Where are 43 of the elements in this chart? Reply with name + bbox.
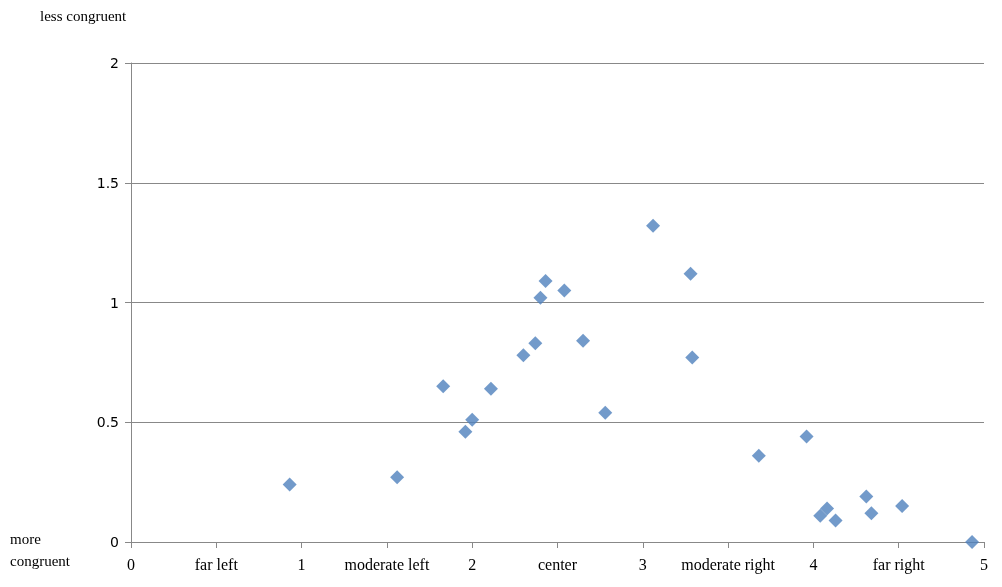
- text: less congruent: [40, 7, 128, 24]
- point: [458, 424, 473, 439]
- y-tick-label: 1.5: [96, 174, 119, 191]
- point: [685, 350, 700, 365]
- point: [483, 381, 498, 396]
- point: [799, 429, 814, 444]
- y-tick-label: 0: [110, 534, 119, 550]
- point: [282, 477, 297, 492]
- point: [598, 405, 613, 420]
- x-tick-label: far right: [872, 555, 926, 574]
- y-tick-label: 2: [110, 55, 119, 71]
- x-tick-label: 5: [980, 555, 988, 573]
- point: [646, 218, 661, 233]
- point: [965, 535, 980, 549]
- point: [390, 470, 405, 485]
- point: [516, 348, 531, 363]
- point: [557, 283, 572, 298]
- text: more congruent: [10, 531, 71, 569]
- x-tick-label: 2: [468, 555, 477, 573]
- x-tick-label: center: [537, 555, 578, 573]
- x-tick-label: far left: [194, 555, 239, 573]
- x-tick-label: 4: [809, 555, 818, 573]
- x-tick-label: moderate left: [344, 555, 430, 573]
- point: [864, 506, 879, 521]
- point: [465, 412, 480, 427]
- point: [533, 290, 548, 305]
- point: [538, 273, 553, 288]
- point: [820, 501, 835, 516]
- point: [751, 448, 766, 463]
- x-tick-label: 0: [127, 555, 135, 573]
- point: [528, 336, 543, 351]
- x-tick-label: 3: [638, 555, 647, 573]
- y-tick-label: 1: [110, 294, 119, 311]
- point: [859, 489, 874, 504]
- point: [683, 266, 698, 281]
- x-tick-label: moderate right: [681, 555, 776, 574]
- point: [436, 379, 451, 394]
- point: [828, 513, 843, 528]
- point: [813, 508, 828, 523]
- point: [895, 499, 910, 514]
- x-tick-label: 1: [297, 555, 306, 573]
- point: [576, 333, 591, 348]
- y-tick-label: 0.5: [96, 414, 119, 431]
